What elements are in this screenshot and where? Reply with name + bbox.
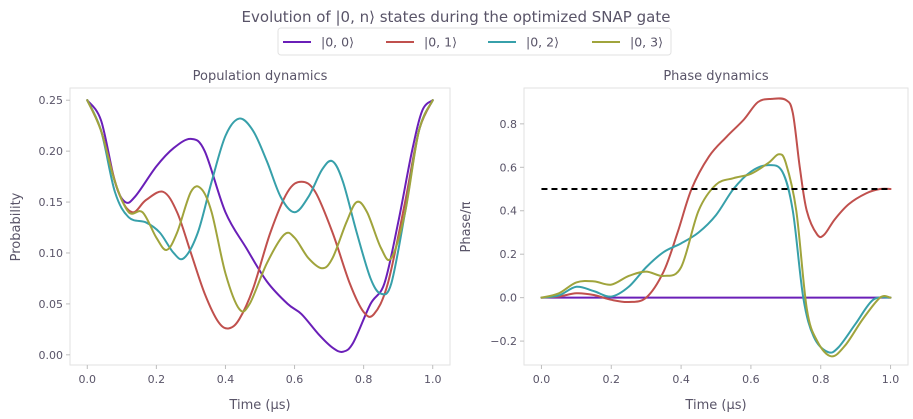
phase-chart-title: Phase dynamics	[663, 69, 769, 84]
population-x-tick-label: 1.0	[424, 373, 442, 386]
phase-x-tick-label: 1.0	[882, 373, 900, 386]
population-y-axis-label: Probability	[9, 192, 24, 261]
population-x-tick-label: 0.4	[217, 373, 235, 386]
population-series-0-0-line	[86, 99, 434, 353]
legend-label-0-0: |0, 0⟩	[321, 35, 354, 50]
population-series-0-3-line	[86, 99, 434, 313]
phase-x-tick-label: 0.6	[742, 373, 760, 386]
legend-label-0-1: |0, 1⟩	[424, 35, 457, 50]
population-x-tick-label: 0.8	[355, 373, 373, 386]
population-x-tick-label: 0.2	[148, 373, 166, 386]
phase-x-tick-label: 0.4	[672, 373, 690, 386]
phase-y-tick-label: 0.6	[500, 161, 518, 174]
legend-label-0-3: |0, 3⟩	[630, 35, 663, 50]
figure-title: Evolution of |0, n⟩ states during the op…	[242, 8, 671, 26]
population-y-tick-label: 0.20	[39, 145, 64, 158]
population-x-tick-label: 0.0	[79, 373, 97, 386]
phase-plot-area	[523, 87, 909, 366]
population-y-tick-label: 0.05	[39, 298, 64, 311]
phase-series-0-1-line	[540, 97, 892, 304]
population-chart-title: Population dynamics	[193, 69, 328, 84]
population-x-axis-label: Time (μs)	[228, 398, 290, 413]
population-series-0-1-line	[86, 99, 434, 330]
population-y-tick-label: 0.10	[39, 247, 64, 260]
phase-chart: Phase dynamics Time (μs) Phase/π 0.0 0.2 0…	[459, 69, 909, 413]
phase-series-0-2-line	[540, 164, 892, 354]
phase-x-tick-label: 0.2	[603, 373, 621, 386]
phase-y-tick-label: 0.2	[500, 248, 518, 261]
legend: |0, 0⟩ |0, 1⟩ |0, 2⟩ |0, 3⟩	[277, 27, 672, 56]
phase-series-0-3-line	[540, 153, 892, 358]
population-x-tick-label: 0.6	[286, 373, 304, 386]
population-y-tick-label: 0.00	[39, 349, 64, 362]
legend-label-0-2: |0, 2⟩	[526, 35, 559, 50]
population-y-tick-label: 0.15	[39, 196, 64, 209]
population-plot-area	[69, 87, 451, 366]
phase-y-tick-label: 0.4	[500, 205, 518, 218]
phase-x-tick-label: 0.8	[812, 373, 830, 386]
phase-y-tick-label: 0.0	[500, 292, 518, 305]
population-chart: Population dynamics Time (μs) Probabilit…	[9, 69, 451, 413]
phase-y-tick-label: −0.2	[490, 335, 517, 348]
phase-x-axis-label: Time (μs)	[684, 398, 746, 413]
legend-frame	[277, 27, 672, 56]
population-y-tick-label: 0.25	[39, 94, 64, 107]
phase-x-tick-label: 0.0	[533, 373, 551, 386]
phase-y-axis-label: Phase/π	[459, 201, 474, 252]
phase-y-tick-label: 0.8	[500, 118, 518, 131]
